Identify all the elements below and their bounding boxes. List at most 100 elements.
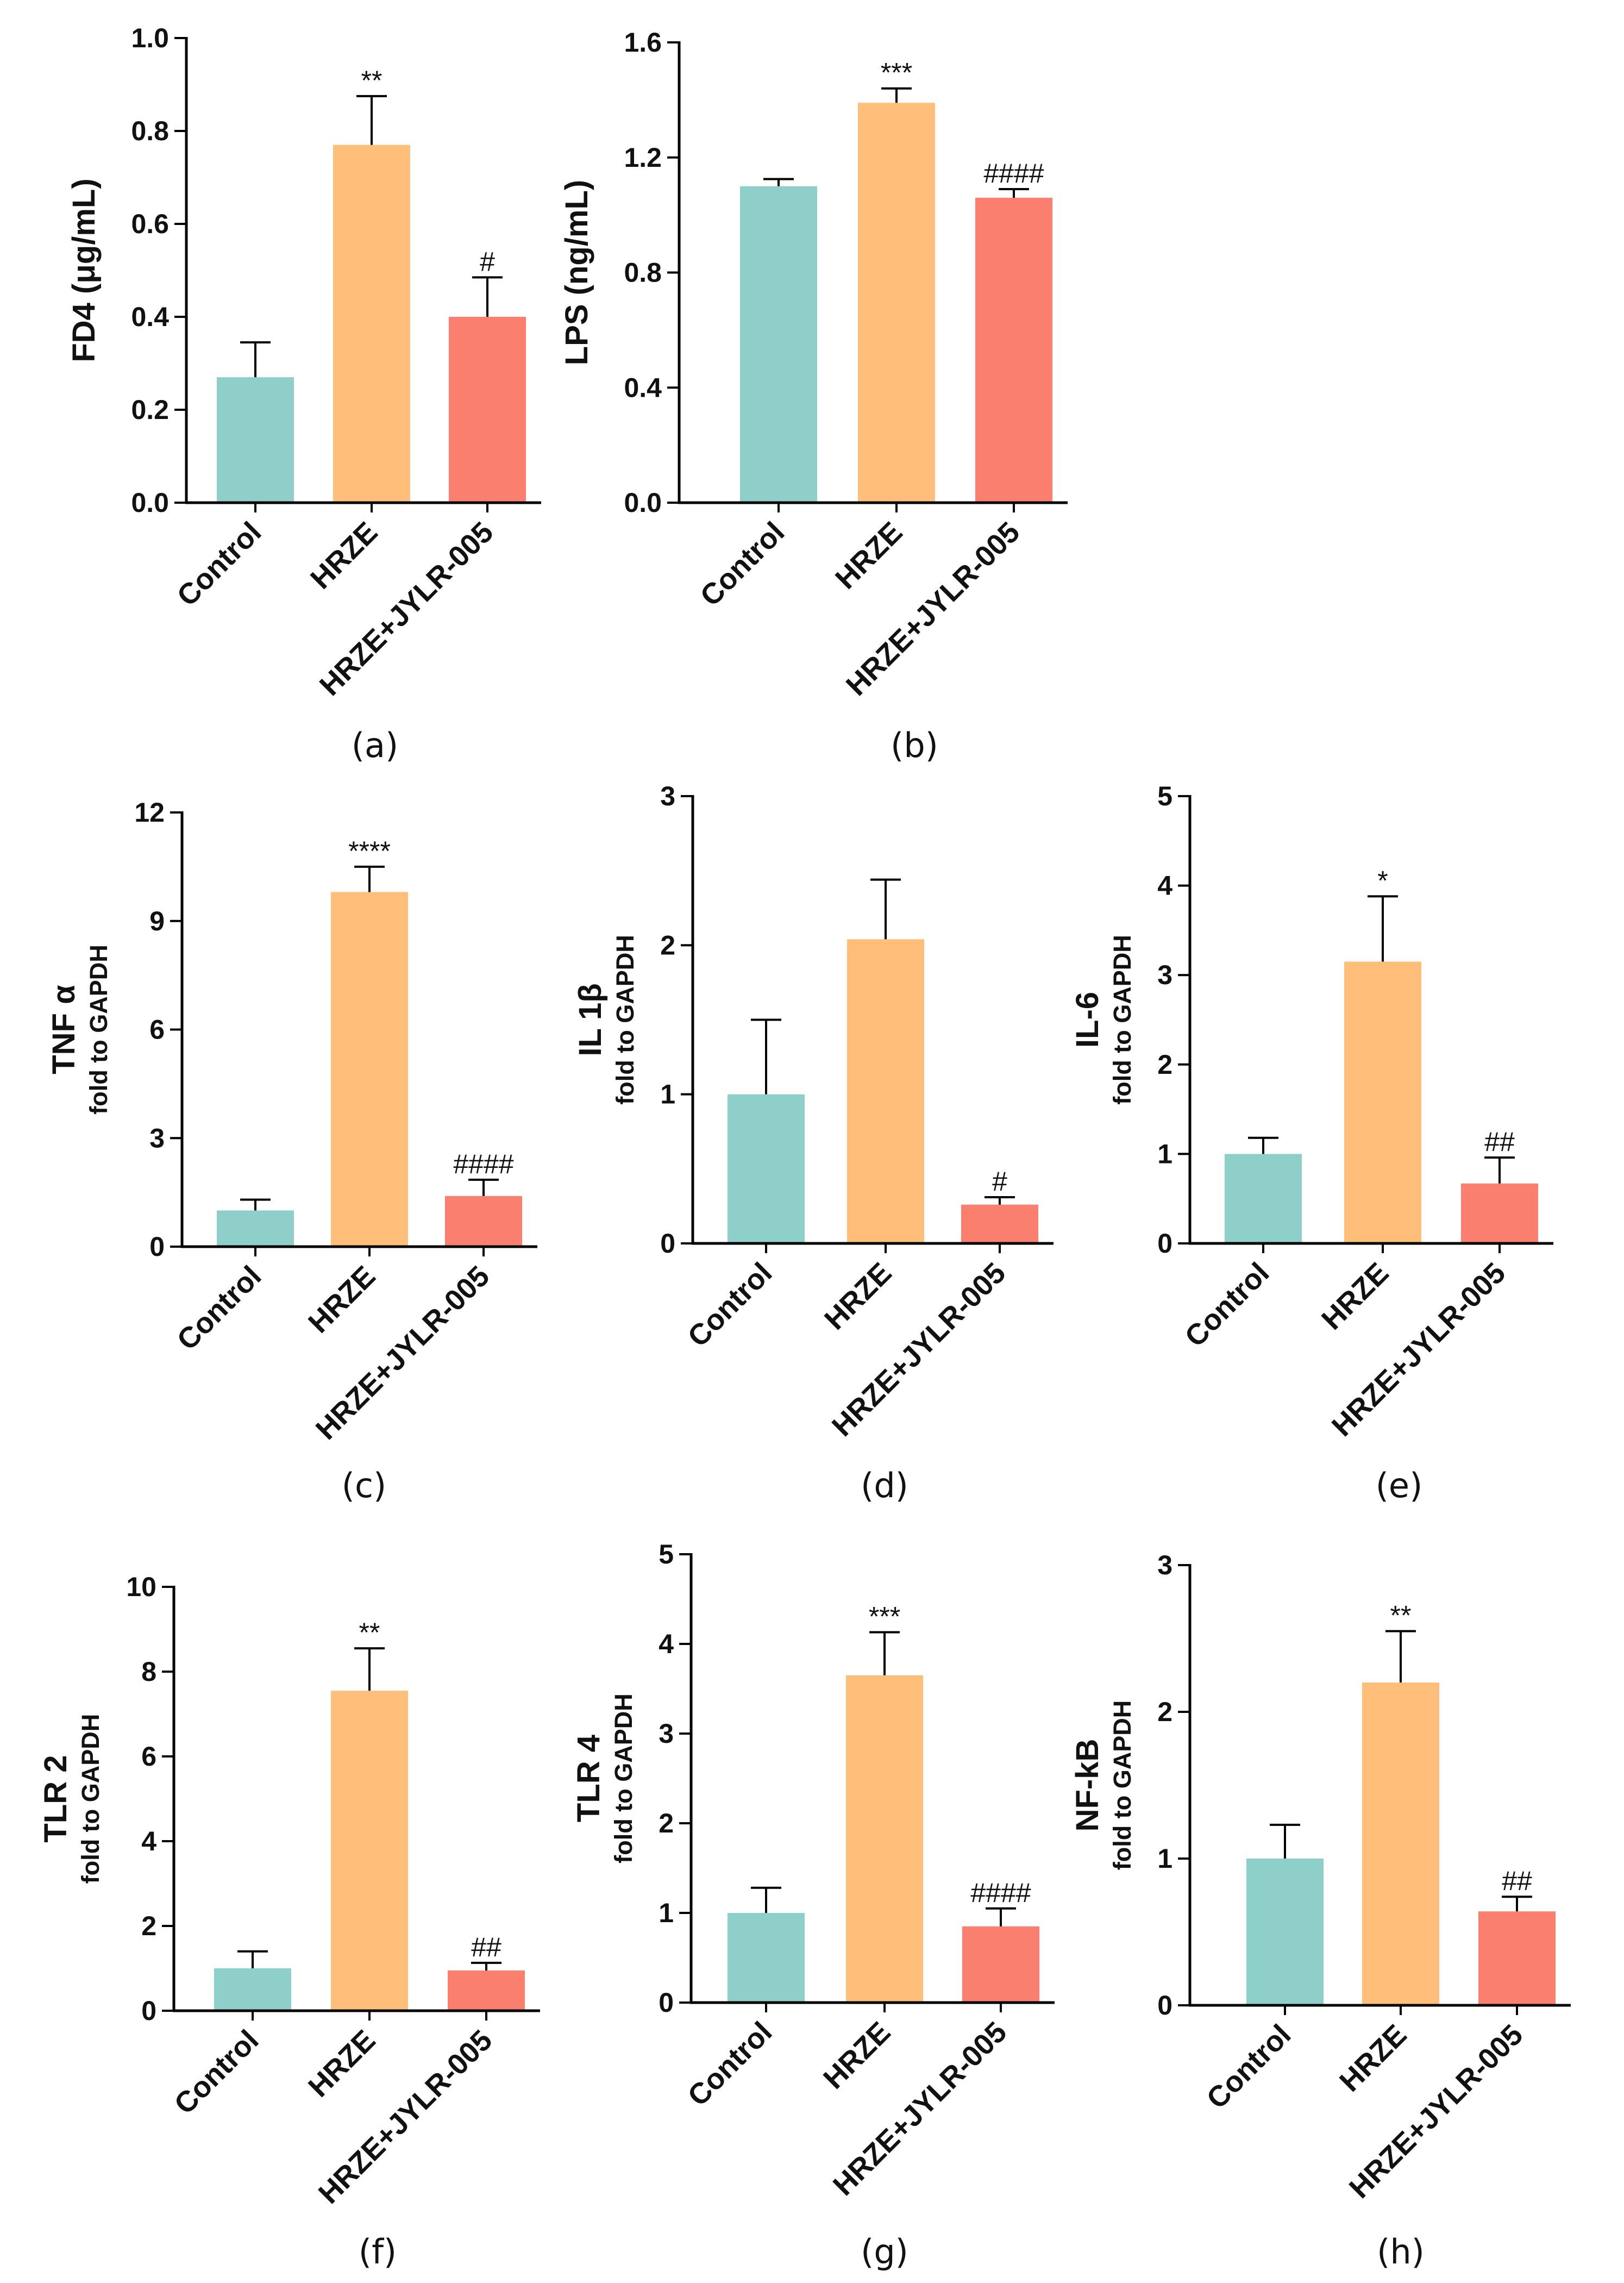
significance-mark: #### [983, 158, 1044, 189]
bar [1362, 1682, 1439, 2005]
y-tick-label: 3 [659, 1718, 674, 1749]
significance-mark: *** [881, 58, 912, 88]
category-label: HRZE [829, 516, 908, 595]
y-tick-label: 0 [660, 1228, 675, 1259]
y-axis-subtitle: fold to GAPDH [611, 935, 639, 1104]
y-tick-label: 1 [660, 1079, 675, 1110]
bar [858, 103, 935, 503]
bar [1461, 1183, 1538, 1243]
y-tick-label: 4 [1157, 871, 1172, 901]
y-tick-label: 0.4 [624, 372, 662, 403]
y-axis-subtitle: fold to GAPDH [610, 1693, 637, 1863]
y-tick-label: 1.6 [624, 27, 662, 58]
y-tick-label: 0.6 [131, 209, 169, 239]
significance-mark: ## [1484, 1127, 1515, 1157]
y-tick-label: 0 [149, 1231, 165, 1262]
y-axis-title: LPS (ng/mL) [559, 180, 594, 366]
bar [1344, 961, 1421, 1243]
y-axis-title: TLR 2 [38, 1755, 73, 1842]
y-tick-label: 10 [126, 1572, 156, 1602]
y-tick-label: 2 [659, 1808, 674, 1838]
significance-mark: # [992, 1166, 1007, 1197]
bar [331, 892, 408, 1247]
category-label: HRZE [1333, 2018, 1413, 2098]
y-tick-label: 9 [149, 906, 165, 936]
y-axis-subtitle: fold to GAPDH [77, 1714, 104, 1884]
bar [1478, 1911, 1556, 2005]
y-tick-label: 2 [1157, 1697, 1172, 1727]
significance-mark: * [1377, 865, 1388, 896]
y-tick-label: 0 [1157, 1228, 1172, 1259]
chart-panel: Control**HRZE#HRZE+JYLR-0050.00.20.40.60… [66, 23, 541, 765]
significance-mark: ** [359, 1617, 380, 1648]
panel-label: (c) [342, 1466, 386, 1505]
y-axis-title: IL 1β [573, 983, 608, 1056]
bar [449, 317, 526, 503]
significance-mark: ** [1390, 1600, 1412, 1631]
y-tick-label: 1 [1157, 1139, 1172, 1169]
bar [217, 377, 294, 503]
panel-label: (f) [359, 2232, 397, 2272]
y-tick-label: 6 [149, 1015, 165, 1045]
y-tick-label: 0.0 [131, 487, 169, 518]
y-tick-label: 1 [659, 1898, 674, 1928]
category-label: HRZE [302, 2024, 381, 2103]
significance-mark: #### [453, 1149, 513, 1179]
bar [961, 1204, 1038, 1243]
y-tick-label: 0.4 [131, 302, 169, 332]
bar [331, 1691, 408, 2011]
significance-mark: *** [869, 1602, 900, 1632]
panel-label: (g) [861, 2232, 908, 2272]
y-axis-title: TNF α [46, 985, 81, 1074]
significance-mark: #### [970, 1878, 1031, 1908]
bar [214, 1968, 291, 2011]
panel-label: (d) [861, 1466, 908, 1505]
y-tick-label: 0 [659, 1987, 674, 2018]
y-tick-label: 2 [660, 930, 675, 960]
category-label: Control [681, 1256, 778, 1353]
y-tick-label: 1.0 [131, 23, 169, 53]
category-label: Control [694, 516, 791, 612]
y-axis-subtitle: fold to GAPDH [1108, 935, 1136, 1104]
bar [728, 1094, 805, 1243]
y-tick-label: 0.0 [624, 487, 662, 518]
y-tick-label: 2 [1157, 1049, 1172, 1080]
significance-mark: # [480, 246, 495, 277]
y-tick-label: 4 [659, 1629, 674, 1659]
y-tick-label: 1.2 [624, 142, 662, 173]
panel-label: (h) [1377, 2232, 1425, 2272]
y-tick-label: 12 [134, 797, 165, 828]
bar [445, 1196, 522, 1247]
category-label: Control [1178, 1256, 1275, 1353]
bar [1225, 1154, 1302, 1243]
y-tick-label: 0.8 [131, 116, 169, 146]
chart-panel: Control***HRZE####HRZE+JYLR-005012345TLR… [571, 1539, 1055, 2272]
category-label: Control [168, 2024, 265, 2121]
y-tick-label: 3 [1157, 960, 1172, 990]
chart-panel: Control***HRZE####HRZE+JYLR-0050.00.40.8… [559, 27, 1068, 765]
y-axis-title: TLR 4 [571, 1735, 606, 1822]
bar [217, 1210, 294, 1247]
bar [740, 186, 817, 503]
y-tick-label: 4 [141, 1826, 156, 1856]
category-label: HRZE [1315, 1256, 1395, 1336]
y-tick-label: 2 [141, 1911, 156, 1941]
y-tick-label: 0.8 [624, 258, 662, 288]
category-label: HRZE [304, 516, 384, 595]
significance-mark: ** [361, 65, 383, 96]
y-tick-label: 3 [1157, 1550, 1172, 1580]
y-axis-subtitle: fold to GAPDH [85, 945, 112, 1114]
category-label: HRZE [302, 1260, 381, 1339]
significance-mark: **** [348, 836, 391, 866]
y-tick-label: 1 [1157, 1843, 1172, 1874]
bar [333, 145, 410, 503]
bar [728, 1913, 805, 2003]
panel-label: (e) [1376, 1466, 1423, 1505]
y-tick-label: 0 [141, 1996, 156, 2026]
category-label: Control [171, 516, 267, 612]
